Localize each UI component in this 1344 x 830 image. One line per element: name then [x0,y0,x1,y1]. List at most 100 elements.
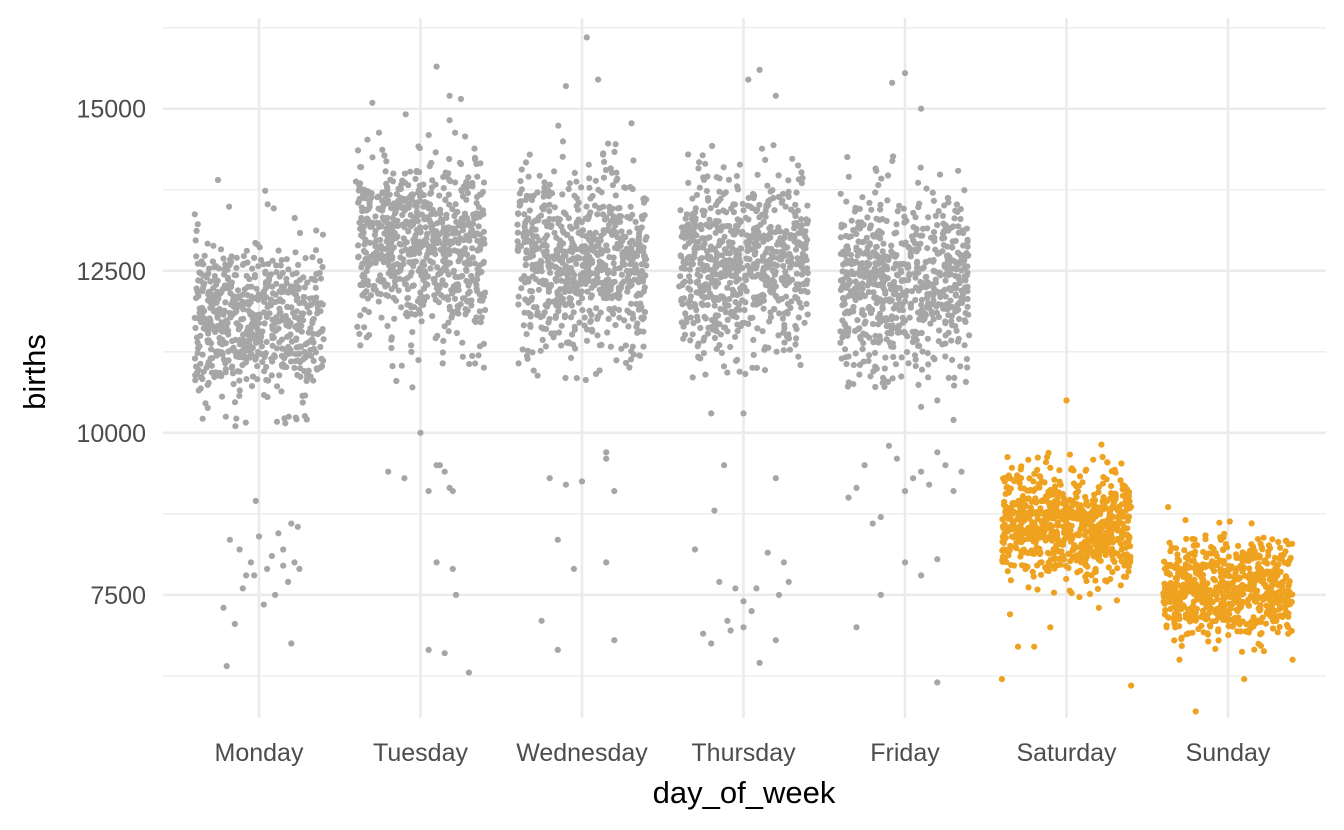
data-point [197,270,204,277]
data-point [1280,551,1287,558]
data-point [960,229,967,237]
data-point [545,187,552,194]
data-point [562,374,569,382]
data-point [802,245,809,252]
data-point [309,319,316,327]
data-point [278,257,285,264]
data-point [390,268,397,275]
data-point [224,274,231,281]
data-point [555,122,562,129]
data-point [782,252,789,259]
data-point [861,292,869,300]
data-point [708,279,715,286]
data-point [289,288,296,295]
data-point [798,263,805,271]
data-point [543,303,551,310]
data-point [255,296,262,303]
data-point [916,316,923,323]
data-point [424,200,431,207]
data-point [404,286,411,293]
data-point [685,151,692,158]
data-point [262,187,269,194]
data-point [375,193,382,200]
data-point [1094,507,1102,515]
data-point [437,206,444,213]
data-point [449,311,456,318]
data-point [626,309,633,316]
data-point [407,218,414,226]
data-point [753,364,761,371]
data-point [694,271,701,278]
data-point [314,331,321,338]
data-point [355,253,362,260]
data-point [192,237,199,244]
data-point [785,578,792,586]
data-point [772,268,779,275]
data-point [737,218,744,225]
data-point [918,306,926,314]
data-point [552,312,560,319]
data-point [382,192,389,200]
data-point [468,302,475,309]
data-point [737,245,744,252]
data-point [870,289,877,296]
data-point [355,187,362,194]
data-point [681,265,688,272]
data-point [748,608,755,615]
data-point [364,263,371,270]
data-point [754,258,762,265]
data-point [1094,541,1101,549]
data-point [678,224,686,231]
data-point [465,669,472,676]
data-point [301,284,308,291]
data-point [712,229,719,236]
data-point [398,304,405,311]
data-point [1018,463,1025,470]
data-point [612,292,619,299]
data-point [281,355,288,362]
data-point [397,267,404,274]
data-point [1007,577,1015,584]
data-point [1066,451,1073,458]
data-point [288,304,295,311]
data-point [961,342,968,349]
data-point [288,358,295,365]
data-point [736,161,744,168]
data-point [243,272,250,280]
data-point [714,198,722,205]
data-point [529,261,536,269]
data-point [883,323,890,330]
data-point [771,305,778,313]
data-point [737,290,744,297]
data-point [215,307,223,314]
data-point [717,261,724,268]
data-point [1121,562,1128,569]
data-point [223,285,230,292]
data-point [219,351,226,358]
data-point [949,304,956,311]
data-point [1053,528,1060,535]
data-point [687,314,694,321]
data-point [741,306,748,314]
data-point [369,219,376,226]
data-point [298,328,305,335]
data-point [578,184,585,191]
data-point [267,302,274,309]
data-point [1119,545,1126,552]
data-point [596,258,603,265]
data-point [1124,503,1131,510]
data-point [215,348,222,355]
data-point [434,240,441,247]
data-point [639,215,646,223]
data-point [950,416,957,423]
data-point [892,288,899,295]
data-point [998,676,1006,683]
data-point [1045,488,1052,495]
data-point [360,229,367,236]
data-point [445,170,452,177]
data-point [233,304,240,311]
data-point [400,221,407,228]
data-point [615,205,622,212]
data-point [795,353,802,360]
data-point [396,275,403,282]
